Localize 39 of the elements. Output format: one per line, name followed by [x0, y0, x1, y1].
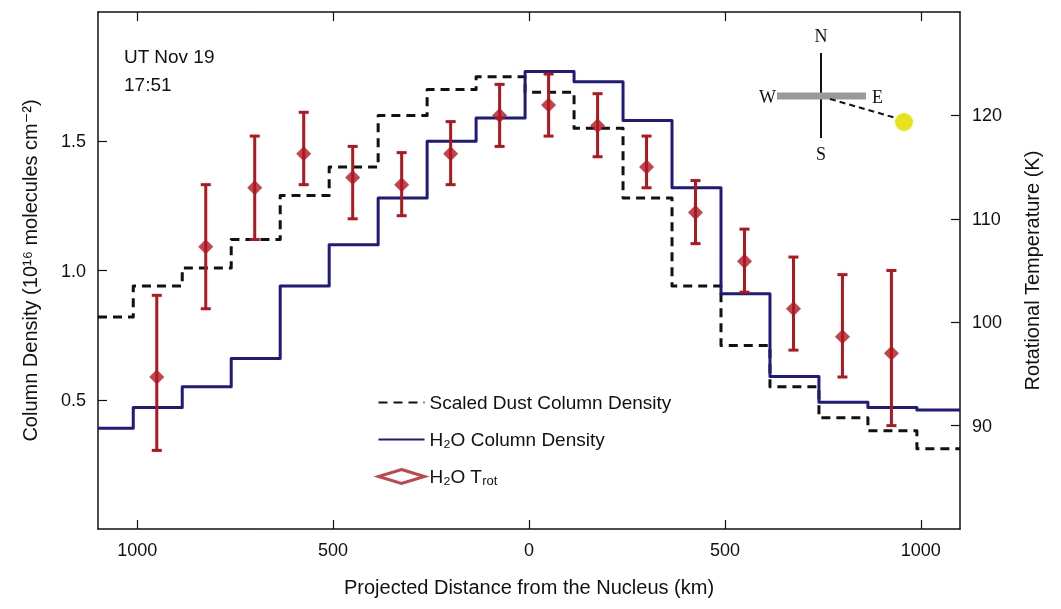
x-tick-label: 500 — [709, 540, 740, 560]
annotation: S — [815, 144, 827, 164]
point — [247, 180, 263, 196]
point — [834, 329, 850, 345]
legend-label: H₂O Column Density — [429, 429, 606, 450]
point — [785, 301, 801, 317]
y2-tick-label: 100 — [972, 312, 1003, 333]
point — [883, 345, 899, 361]
point — [737, 253, 752, 269]
y2-axis-title: Rotational Temperature (K) — [1021, 150, 1043, 391]
y-tick-label: 1.5 — [60, 131, 86, 152]
x-tick-label: 500 — [318, 540, 349, 560]
point — [443, 146, 459, 162]
point — [492, 107, 508, 123]
point — [345, 169, 361, 185]
annotation: W — [759, 87, 776, 107]
point — [296, 146, 312, 162]
y2-tick-label: 120 — [972, 105, 1003, 126]
y2-tick-label: 110 — [972, 208, 1001, 229]
annotation: 17:51 — [124, 73, 172, 95]
x-axis-title: Projected Distance from the Nucleus (km) — [343, 576, 715, 598]
y-axis-title: Column Density (10¹⁶ molecules cm⁻²) — [19, 99, 41, 442]
point — [639, 159, 655, 175]
y-tick-label: 0.5 — [60, 389, 86, 410]
x-tick-label: 1000 — [117, 540, 158, 560]
legend-label: Scaled Dust Column Density — [429, 392, 672, 413]
annotation: E — [872, 87, 883, 107]
point — [590, 118, 606, 134]
point — [541, 97, 557, 113]
annotation: UT Nov 19 — [124, 45, 215, 67]
x-tick-label: 0 — [523, 540, 535, 560]
y-tick-label: 1.0 — [60, 260, 86, 281]
point — [149, 369, 165, 385]
y2-tick-label: 90 — [972, 415, 993, 436]
point — [394, 177, 410, 193]
annotation: N — [814, 26, 828, 46]
point — [688, 205, 704, 221]
point — [198, 239, 214, 255]
x-tick-label: 1000 — [900, 540, 941, 560]
